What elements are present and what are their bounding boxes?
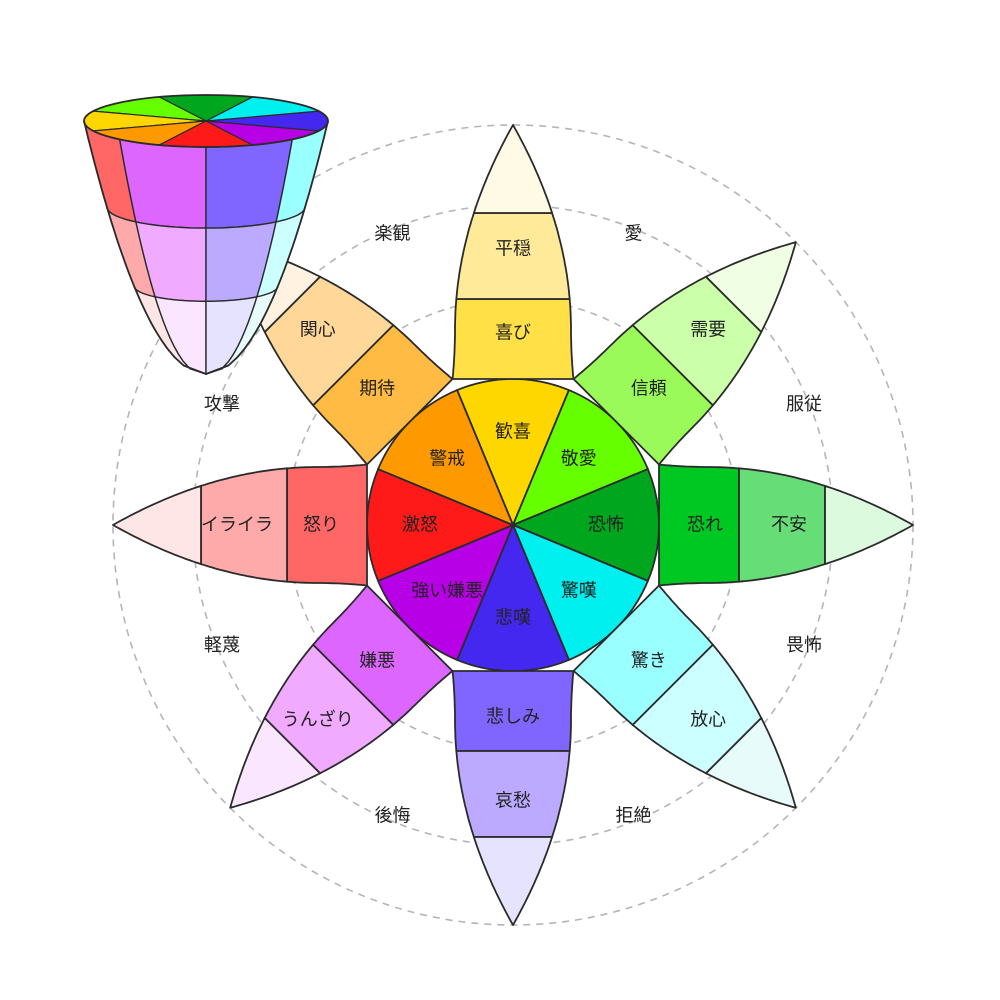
emotion-label: 期待 — [359, 379, 395, 400]
dyad-label: 服従 — [786, 394, 822, 415]
emotion-label: 関心 — [300, 319, 336, 340]
petal-segment-3 — [705, 241, 797, 333]
dyad-label: 愛 — [625, 224, 643, 245]
petal-segment-3 — [824, 485, 914, 565]
emotion-label: 強い嫌悪 — [411, 580, 483, 601]
emotion-label: 激怒 — [402, 515, 438, 536]
dyad-label: 拒絶 — [616, 806, 652, 827]
petal-segment-3 — [229, 717, 321, 809]
emotion-label: 恐怖 — [588, 515, 624, 536]
petal-trust: 敬愛 信頼 需要 — [512, 241, 797, 526]
emotion-label: 需要 — [690, 319, 726, 340]
dyad-label: 楽観 — [375, 224, 411, 245]
dyad-label: 後悔 — [375, 806, 411, 827]
petal-segment-3 — [112, 485, 202, 565]
emotion-label: 敬愛 — [561, 449, 597, 470]
emotion-label: 平穏 — [495, 239, 531, 260]
emotion-cone-3d — [83, 94, 329, 375]
emotion-label: 嫌悪 — [359, 650, 395, 671]
emotion-label: 驚嘆 — [561, 580, 597, 601]
emotion-label: 悲しみ — [486, 707, 540, 728]
dyad-label: 畏怖 — [786, 635, 822, 656]
petal-segment-3 — [705, 717, 797, 809]
petal-fear: 恐怖 恐れ 不安 — [512, 463, 914, 587]
dyad-label: 攻撃 — [204, 394, 240, 415]
emotion-label: 不安 — [771, 515, 807, 536]
emotion-label: 怒り — [303, 515, 339, 536]
cone-outline — [83, 120, 329, 375]
emotion-label: 恐れ — [687, 515, 723, 536]
emotion-label: 警戒 — [429, 449, 465, 470]
petal-segment-3 — [473, 836, 553, 926]
emotion-label: イライラ — [201, 515, 273, 536]
emotion-label: 悲嘆 — [495, 608, 531, 629]
emotion-label: 歓喜 — [495, 422, 531, 443]
emotion-label: 放心 — [690, 710, 726, 731]
dyad-label: 軽蔑 — [204, 635, 240, 656]
emotion-label: 信頼 — [631, 379, 667, 400]
emotion-label: うんざり — [282, 709, 354, 731]
emotion-label: 喜び — [495, 323, 531, 344]
cone-rim — [83, 94, 329, 148]
emotion-label: 驚き — [631, 650, 667, 671]
petal-anger: 激怒 怒り イライラ — [112, 463, 514, 587]
petal-anticipation: 警戒 期待 関心 — [229, 241, 514, 526]
petal-segment-3 — [473, 124, 553, 214]
emotion-label: 哀愁 — [495, 791, 531, 812]
